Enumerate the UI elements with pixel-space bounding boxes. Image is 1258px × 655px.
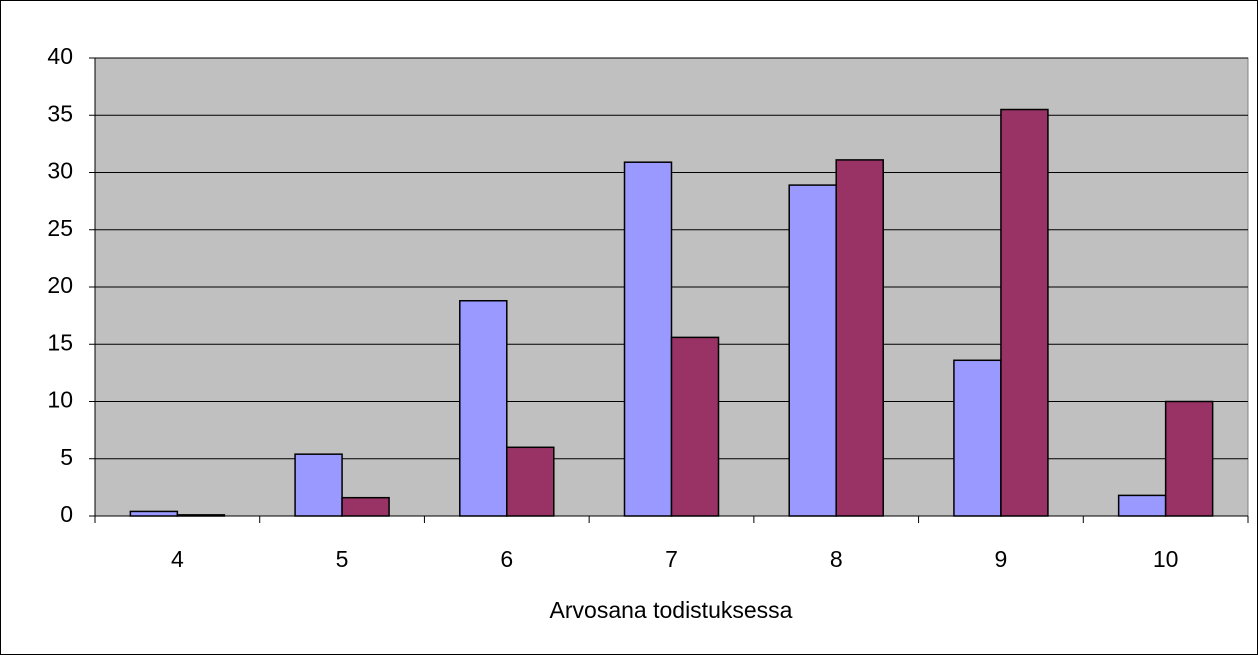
x-tick-label: 9 (995, 546, 1008, 572)
bar (1164, 400, 1214, 517)
x-tick-label: 4 (171, 546, 184, 572)
bar (670, 336, 720, 517)
bar (129, 510, 179, 517)
y-tick-label: 40 (47, 43, 73, 69)
bar (506, 446, 555, 517)
y-tick-label: 5 (60, 444, 73, 470)
bar (623, 161, 673, 517)
x-tick-label: 10 (1153, 546, 1179, 572)
bar (1000, 108, 1049, 517)
bar (1117, 494, 1167, 517)
y-tick-label: 35 (47, 100, 73, 126)
x-tick-label: 8 (830, 546, 843, 572)
y-tick-label: 30 (47, 158, 73, 184)
bar (788, 184, 837, 517)
bar (341, 496, 390, 517)
y-tick-label: 15 (47, 329, 73, 355)
bar (953, 359, 1002, 517)
x-tick-label: 7 (665, 546, 678, 572)
bar (459, 299, 508, 517)
bar (294, 453, 343, 517)
x-tick-label: 5 (336, 546, 349, 572)
bar (835, 159, 884, 517)
x-axis-label: Arvosana todistuksessa (550, 597, 793, 623)
y-tick-label: 10 (47, 387, 73, 413)
x-tick-label: 6 (500, 546, 513, 572)
y-tick-label: 25 (47, 215, 73, 241)
y-tick-label: 20 (47, 272, 73, 298)
y-tick-label: 0 (60, 501, 73, 527)
